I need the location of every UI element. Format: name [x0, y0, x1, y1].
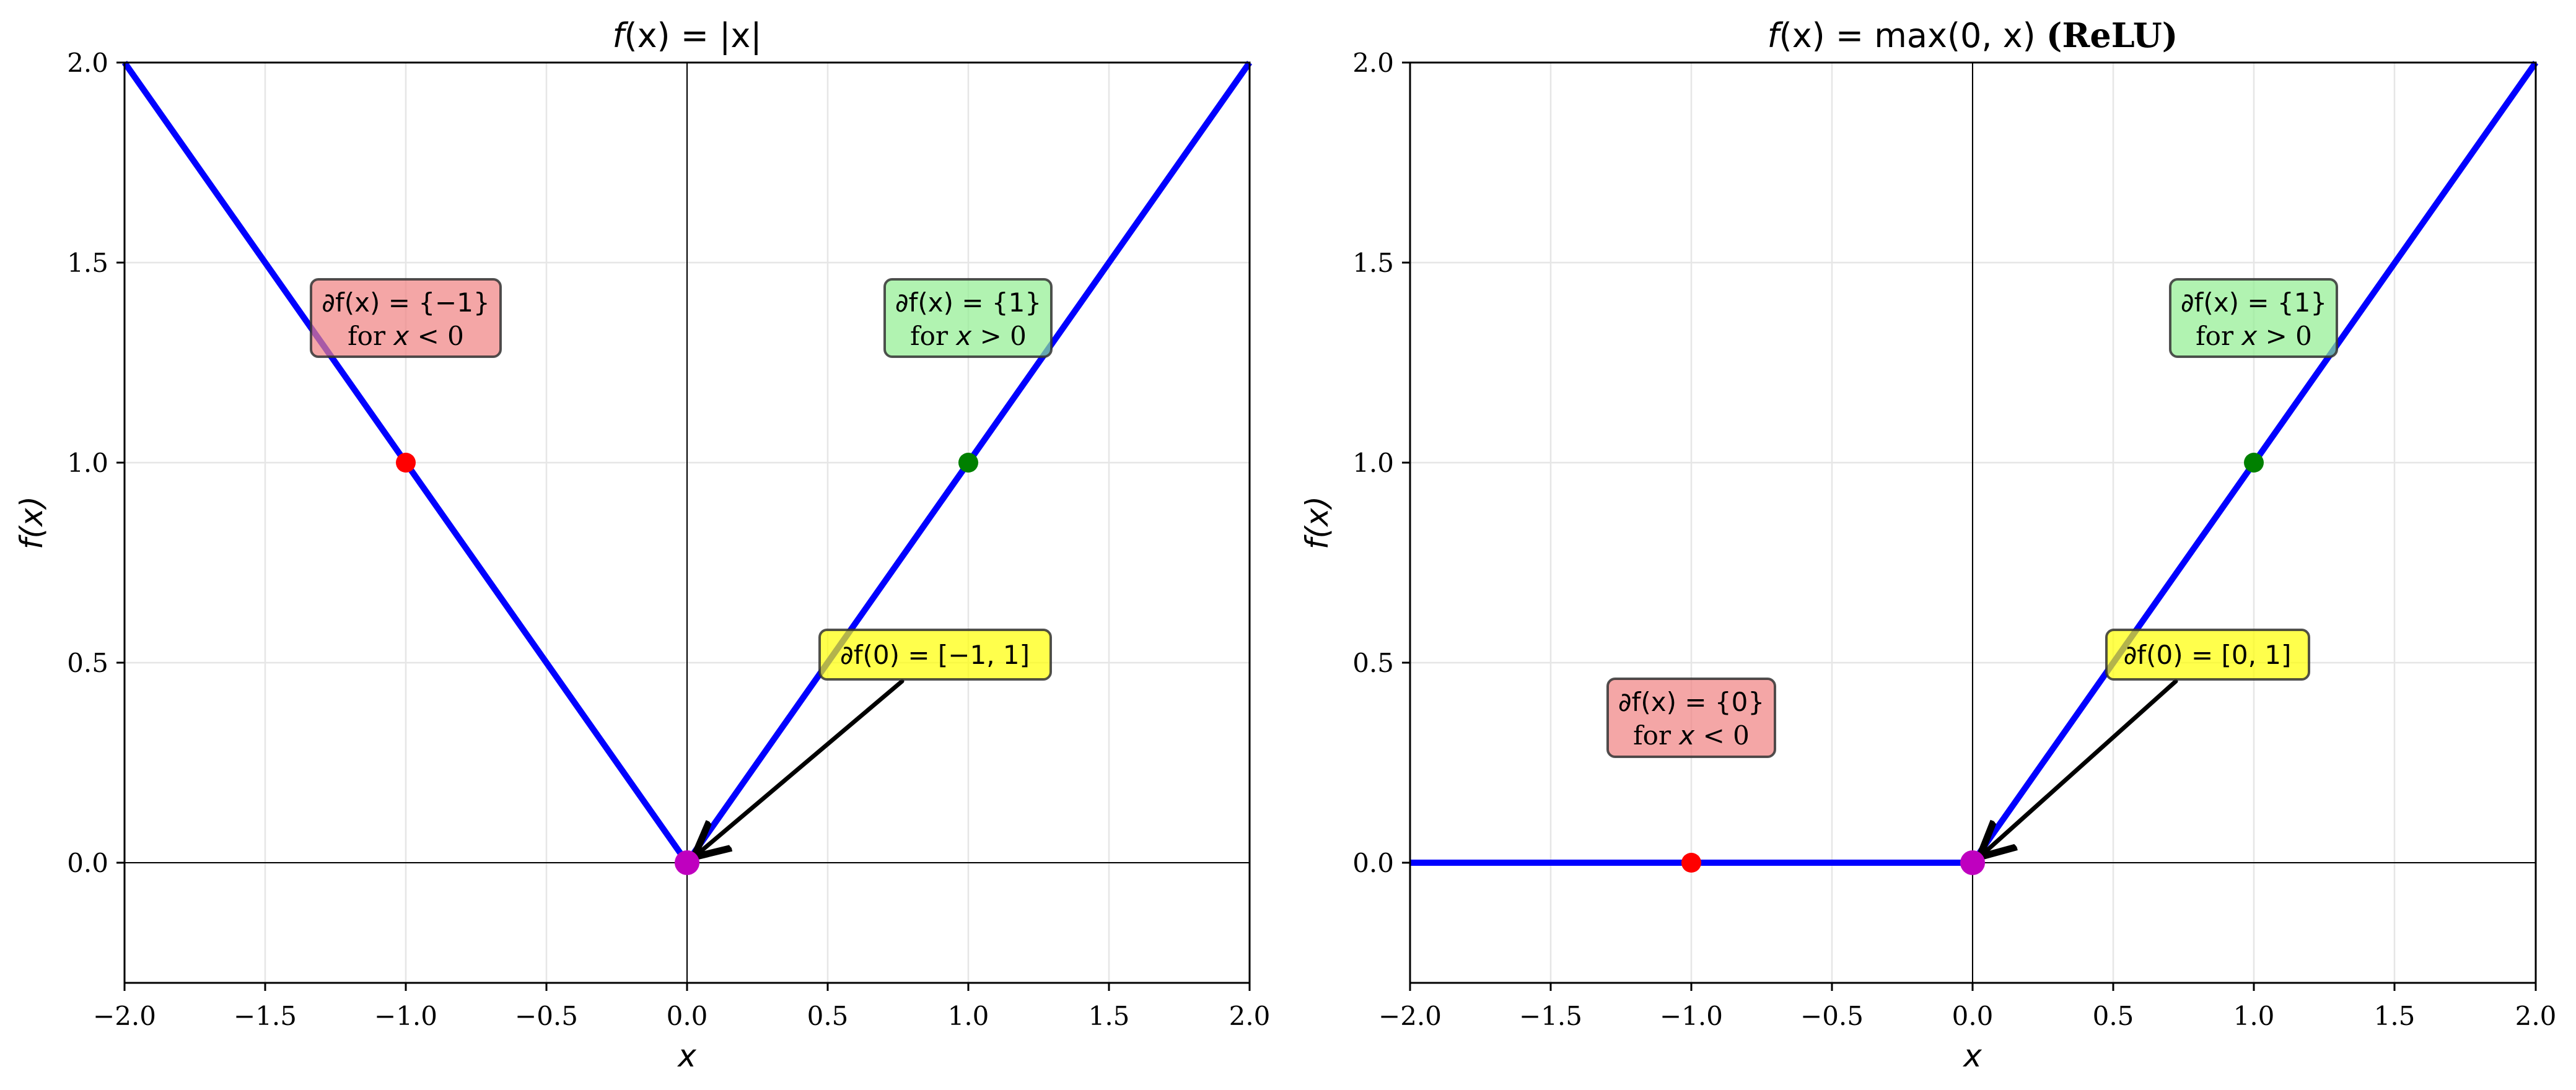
right-point-neg — [1681, 853, 1701, 873]
left-x-tick-labels: −2.0 −1.5 −1.0 −0.5 0.0 0.5 1.0 1.5 2.0 — [93, 1001, 1270, 1031]
svg-text:−0.5: −0.5 — [1800, 1001, 1864, 1031]
svg-text:0.0: 0.0 — [1352, 848, 1394, 878]
left-point-pos — [958, 453, 978, 473]
svg-text:1.0: 1.0 — [67, 448, 108, 478]
svg-text:for x > 0: for x > 0 — [2196, 321, 2312, 351]
left-arrow — [694, 679, 905, 857]
right-plot: f(x) = max(0, x) (ReLU) ∂f(x) = {0} for … — [1299, 15, 2556, 1074]
right-annotation-zero: ∂f(0) = [0, 1] — [1979, 629, 2310, 857]
svg-text:1.5: 1.5 — [2374, 1001, 2416, 1031]
svg-text:−1.0: −1.0 — [1660, 1001, 1723, 1031]
svg-text:1.0: 1.0 — [1352, 448, 1394, 478]
svg-text:−0.5: −0.5 — [515, 1001, 578, 1031]
left-point-neg — [396, 453, 416, 473]
svg-text:1.5: 1.5 — [67, 248, 108, 278]
svg-text:2.0: 2.0 — [1352, 48, 1394, 78]
left-plot: f(x) = |x| ∂f(x) = {−1} for x < 0 — [14, 16, 1270, 1074]
left-ticks — [116, 61, 1251, 991]
svg-text:0.5: 0.5 — [1352, 648, 1394, 678]
svg-text:∂f(x) = {0}: ∂f(x) = {0} — [1618, 687, 1764, 717]
svg-text:∂f(x) = {−1}: ∂f(x) = {−1} — [322, 287, 489, 318]
right-ticks — [1402, 61, 2537, 991]
left-annotation-pos: ∂f(x) = {1} for x > 0 — [883, 278, 1053, 358]
svg-text:0.0: 0.0 — [1952, 1001, 1994, 1031]
svg-text:2.0: 2.0 — [2515, 1001, 2557, 1031]
svg-text:0.5: 0.5 — [2093, 1001, 2134, 1031]
svg-text:1.0: 1.0 — [948, 1001, 989, 1031]
right-point-pos — [2244, 453, 2264, 473]
svg-text:∂f(x) = {1}: ∂f(x) = {1} — [895, 287, 1041, 318]
left-annotation-neg: ∂f(x) = {−1} for x < 0 — [310, 278, 502, 358]
svg-text:∂f(0) = [0, 1]: ∂f(0) = [0, 1] — [2124, 640, 2292, 670]
svg-text:−1.5: −1.5 — [234, 1001, 297, 1031]
left-y-axis-label: f(x) — [14, 496, 50, 549]
svg-text:0.0: 0.0 — [667, 1001, 708, 1031]
left-x-axis-label: x — [677, 1038, 696, 1074]
right-x-tick-labels: −2.0 −1.5 −1.0 −0.5 0.0 0.5 1.0 1.5 2.0 — [1378, 1001, 2556, 1031]
svg-text:1.5: 1.5 — [1352, 248, 1394, 278]
left-annotation-zero: ∂f(0) = [−1, 1] — [694, 629, 1052, 857]
svg-text:0.5: 0.5 — [67, 648, 108, 678]
svg-text:for x > 0: for x > 0 — [910, 321, 1027, 351]
left-y-tick-labels: 0.0 0.5 1.0 1.5 2.0 — [67, 48, 108, 878]
right-plot-title: f(x) = max(0, x) (ReLU) — [1768, 15, 2178, 55]
svg-text:2.0: 2.0 — [67, 48, 108, 78]
left-plot-title: f(x) = |x| — [612, 16, 761, 55]
svg-text:for x < 0: for x < 0 — [1633, 720, 1750, 751]
svg-text:0.5: 0.5 — [807, 1001, 849, 1031]
svg-text:−2.0: −2.0 — [1378, 1001, 1442, 1031]
svg-text:1.0: 1.0 — [2233, 1001, 2275, 1031]
right-y-tick-labels: 0.0 0.5 1.0 1.5 2.0 — [1352, 48, 1394, 878]
svg-text:−1.0: −1.0 — [374, 1001, 437, 1031]
svg-text:2.0: 2.0 — [1229, 1001, 1271, 1031]
svg-text:∂f(0) = [−1, 1]: ∂f(0) = [−1, 1] — [840, 640, 1030, 670]
left-point-zero — [675, 850, 699, 875]
right-annotation-pos: ∂f(x) = {1} for x > 0 — [2169, 278, 2338, 358]
svg-text:∂f(x) = {1}: ∂f(x) = {1} — [2181, 287, 2327, 318]
svg-text:−1.5: −1.5 — [1519, 1001, 1582, 1031]
right-x-axis-label: x — [1962, 1038, 1982, 1074]
svg-text:0.0: 0.0 — [67, 848, 108, 878]
svg-text:for x < 0: for x < 0 — [348, 321, 464, 351]
svg-text:−2.0: −2.0 — [93, 1001, 156, 1031]
right-y-axis-label: f(x) — [1299, 496, 1335, 549]
right-arrow — [1979, 679, 2178, 857]
right-annotation-neg: ∂f(x) = {0} for x < 0 — [1606, 678, 1776, 758]
svg-text:1.5: 1.5 — [1089, 1001, 1130, 1031]
right-point-zero — [1960, 850, 1985, 875]
